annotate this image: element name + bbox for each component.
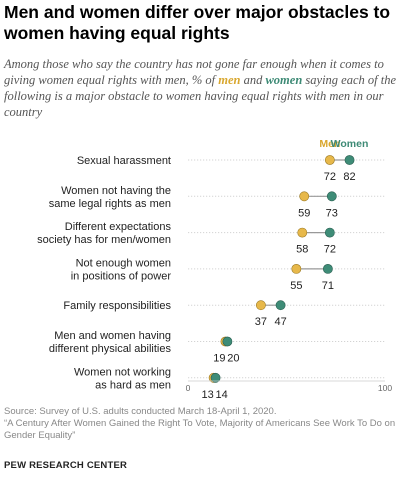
value-label-women: 14	[215, 389, 227, 400]
dot-men	[297, 227, 308, 238]
category-label: society has for men/women	[37, 234, 171, 246]
dot-men	[255, 300, 266, 311]
subtitle-men-word: men	[218, 73, 241, 87]
value-label-women: 72	[324, 244, 336, 256]
value-label-men: 19	[213, 353, 225, 365]
source-line-2: “A Century After Women Gained the Right …	[4, 418, 396, 441]
x-tick-label: 100	[378, 383, 392, 393]
dot-women	[324, 227, 335, 238]
value-label-women: 71	[322, 280, 334, 292]
value-label-men: 59	[298, 207, 310, 219]
dot-women	[210, 372, 221, 383]
value-label-women: 47	[274, 316, 286, 328]
category-label: Not enough women	[76, 257, 171, 269]
chart-title: Men and women differ over major obstacle…	[4, 2, 391, 43]
subtitle-text-3: saying each of the following is a major …	[4, 73, 397, 119]
dot-women	[344, 155, 355, 165]
category-label: same legal rights as men	[49, 198, 171, 210]
category-label: Men and women having	[54, 330, 171, 342]
value-label-women: 20	[227, 353, 239, 365]
legend-men: Men	[319, 138, 340, 150]
category-label: Women not working	[74, 366, 171, 378]
dot-women	[322, 263, 333, 274]
category-label: different physical abilities	[49, 343, 172, 355]
value-label-women: 73	[326, 207, 338, 219]
category-label: Sexual harassment	[77, 155, 171, 167]
source-line-1: Source: Survey of U.S. adults conducted …	[4, 406, 277, 417]
dot-men	[299, 191, 310, 202]
chart-subtitle: Among those who say the country has not …	[4, 56, 416, 120]
dot-women	[326, 191, 337, 202]
dot-women	[275, 300, 286, 311]
category-label: Family responsibilities	[63, 300, 171, 312]
value-label-men: 13	[201, 389, 213, 400]
dot-men	[324, 155, 335, 165]
value-label-men: 37	[255, 316, 267, 328]
dot-women	[222, 336, 233, 347]
value-label-men: 55	[290, 280, 302, 292]
value-label-men: 58	[296, 244, 308, 256]
value-label-women: 82	[343, 171, 355, 183]
value-label-men: 72	[324, 171, 336, 183]
category-label: Different expectations	[65, 221, 172, 233]
subtitle-text-1: Among those who say the country has not …	[4, 57, 384, 87]
source-note: Source: Survey of U.S. adults conducted …	[4, 406, 416, 442]
dot-men	[291, 263, 302, 274]
category-label: as hard as men	[95, 379, 171, 391]
legend-women: Women	[331, 138, 369, 150]
x-tick-label: 0	[186, 383, 191, 393]
subtitle-women-word: women	[265, 73, 303, 87]
footer-org: PEW RESEARCH CENTER	[4, 460, 128, 471]
category-label: in positions of power	[71, 270, 172, 282]
category-label: Women not having the	[61, 185, 171, 197]
subtitle-text-2: and	[240, 73, 266, 87]
